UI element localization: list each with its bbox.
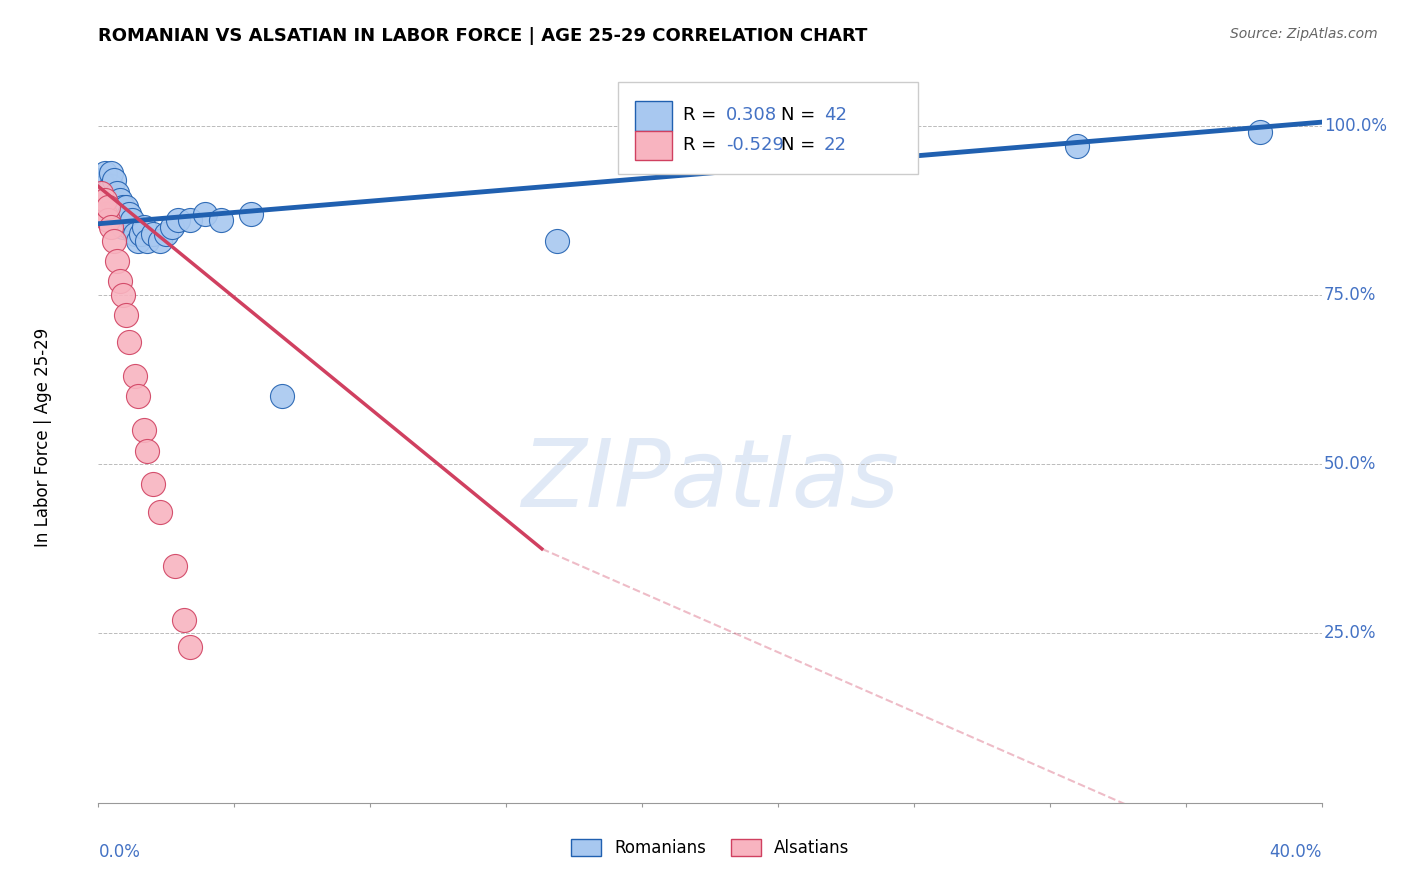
Text: R =: R = — [683, 136, 723, 153]
Text: ROMANIAN VS ALSATIAN IN LABOR FORCE | AGE 25-29 CORRELATION CHART: ROMANIAN VS ALSATIAN IN LABOR FORCE | AG… — [98, 27, 868, 45]
Point — [93, 206, 115, 220]
Point — [100, 220, 122, 235]
Point — [115, 213, 138, 227]
Point — [160, 220, 183, 235]
Point — [111, 200, 134, 214]
Point — [194, 206, 217, 220]
FancyBboxPatch shape — [619, 82, 918, 174]
FancyBboxPatch shape — [636, 130, 672, 160]
Point — [103, 172, 125, 186]
Point — [100, 179, 122, 194]
Legend: Romanians, Alsatians: Romanians, Alsatians — [564, 832, 856, 864]
Text: In Labor Force | Age 25-29: In Labor Force | Age 25-29 — [34, 327, 52, 547]
Point — [163, 558, 186, 573]
Text: N =: N = — [780, 106, 821, 124]
Point — [118, 220, 141, 235]
Point — [108, 274, 131, 288]
Point — [167, 213, 190, 227]
Point — [124, 369, 146, 384]
Point — [121, 213, 143, 227]
Point — [90, 200, 112, 214]
Text: R =: R = — [683, 106, 723, 124]
Point — [240, 206, 263, 220]
Point — [136, 234, 159, 248]
Text: 100.0%: 100.0% — [1324, 117, 1388, 135]
Point — [149, 505, 172, 519]
Point — [93, 179, 115, 194]
Point — [1066, 139, 1088, 153]
Point — [97, 200, 120, 214]
Point — [142, 477, 165, 491]
Point — [97, 186, 120, 201]
Point — [97, 200, 120, 214]
Point — [134, 220, 156, 235]
Text: N =: N = — [780, 136, 821, 153]
Point — [100, 193, 122, 207]
Text: 25.0%: 25.0% — [1324, 624, 1376, 642]
Point — [127, 389, 149, 403]
Point — [105, 213, 128, 227]
Point — [124, 227, 146, 241]
Point — [127, 234, 149, 248]
Point — [155, 227, 177, 241]
Point — [105, 254, 128, 268]
Text: 0.308: 0.308 — [725, 106, 778, 124]
Point — [142, 227, 165, 241]
Point — [1249, 125, 1271, 139]
Point — [149, 234, 172, 248]
Point — [90, 172, 112, 186]
Point — [179, 640, 201, 654]
Text: Source: ZipAtlas.com: Source: ZipAtlas.com — [1230, 27, 1378, 41]
Point — [115, 308, 138, 322]
Point — [136, 443, 159, 458]
Point — [129, 227, 152, 241]
Point — [108, 193, 131, 207]
Point — [103, 206, 125, 220]
Text: 22: 22 — [824, 136, 846, 153]
Text: 42: 42 — [824, 106, 846, 124]
Point — [111, 220, 134, 235]
Point — [93, 166, 115, 180]
Text: -0.529: -0.529 — [725, 136, 785, 153]
Point — [105, 186, 128, 201]
Point — [173, 613, 195, 627]
Point — [90, 186, 112, 201]
Point — [105, 200, 128, 214]
Text: 0.0%: 0.0% — [98, 843, 141, 861]
Point — [97, 213, 120, 227]
Point — [100, 166, 122, 180]
Point — [118, 206, 141, 220]
Point — [108, 206, 131, 220]
Point — [118, 335, 141, 350]
Point — [134, 423, 156, 437]
Point — [93, 193, 115, 207]
Text: 40.0%: 40.0% — [1270, 843, 1322, 861]
FancyBboxPatch shape — [636, 102, 672, 130]
Text: ZIPatlas: ZIPatlas — [522, 435, 898, 526]
Point — [111, 288, 134, 302]
Text: 75.0%: 75.0% — [1324, 285, 1376, 304]
Text: 50.0%: 50.0% — [1324, 455, 1376, 473]
Point — [209, 213, 232, 227]
Point — [103, 193, 125, 207]
Point — [115, 200, 138, 214]
Point — [270, 389, 292, 403]
Point — [179, 213, 201, 227]
Point — [103, 234, 125, 248]
Point — [90, 193, 112, 207]
Point — [546, 234, 568, 248]
